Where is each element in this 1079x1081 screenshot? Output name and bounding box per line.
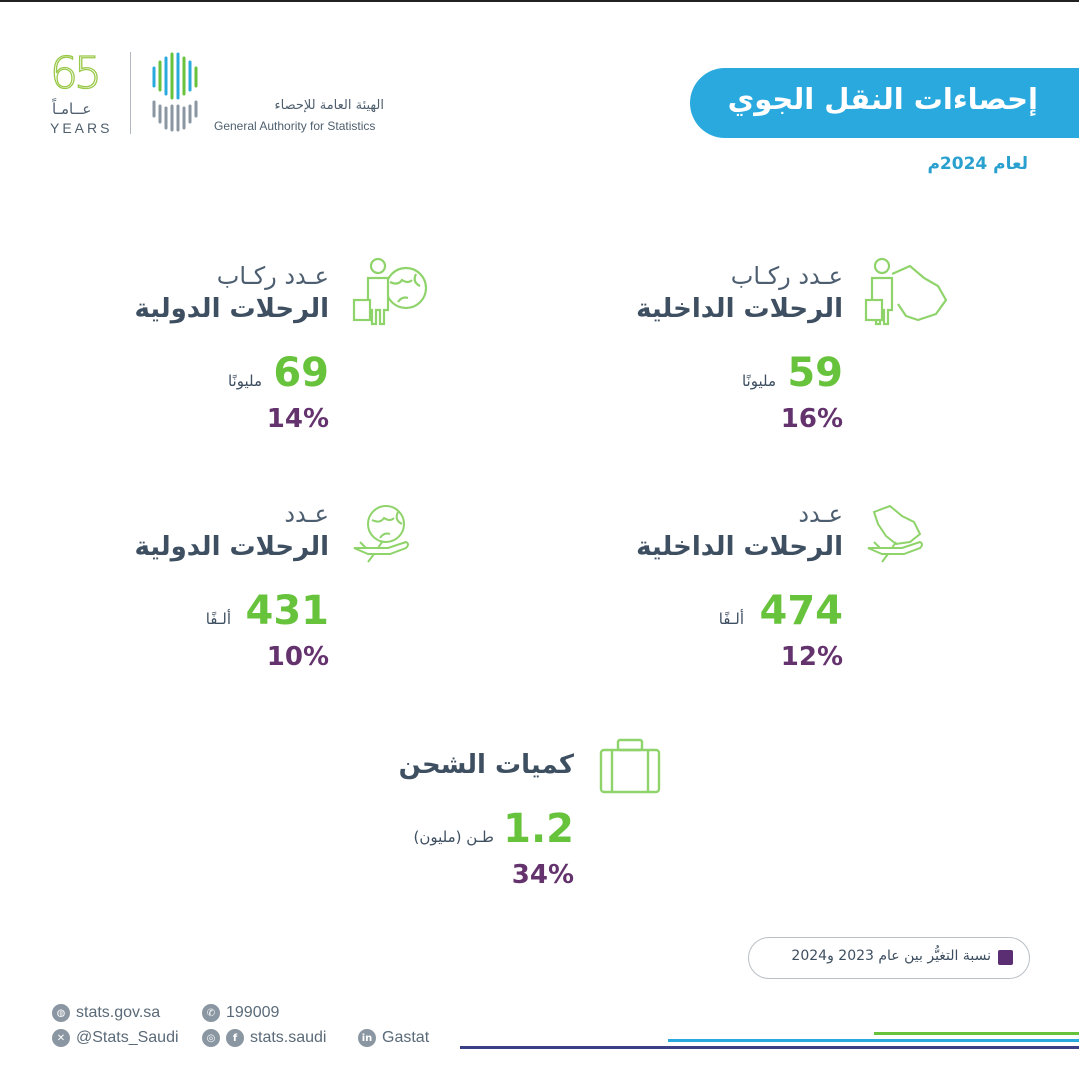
domestic-flights-heading: الرحلات الداخلية	[636, 532, 843, 562]
domestic-passengers-change: 16%	[780, 404, 843, 434]
gastat-logo-icon	[148, 50, 204, 132]
domestic-passengers-heading: الرحلات الداخلية	[636, 294, 843, 324]
cargo-value: 1.2	[503, 806, 574, 852]
footer-linkedin-text: Gastat	[382, 1029, 430, 1046]
linkedin-icon: in	[358, 1029, 376, 1047]
plane-saudi-map-icon	[866, 502, 926, 566]
domestic-flights-label: عـدد	[798, 500, 843, 528]
plane-globe-icon	[352, 502, 412, 566]
legend-text: نسبة التغيُّر بين عام 2023 و2024	[791, 948, 991, 964]
passenger-globe-icon	[350, 256, 430, 328]
international-flights-change: 10%	[266, 642, 329, 672]
instagram-icon: ◎	[202, 1029, 220, 1047]
legend-swatch	[998, 950, 1013, 965]
domestic-passengers-value: 59	[787, 350, 843, 396]
anniversary-ar: عــامـاً	[52, 100, 92, 118]
footer-social[interactable]: ◎ f stats.saudi	[202, 1029, 326, 1047]
x-icon: ✕	[52, 1029, 70, 1047]
domestic-flights-value: 474	[759, 588, 844, 634]
facebook-icon: f	[226, 1029, 244, 1047]
international-flights-label: عـدد	[284, 500, 329, 528]
footer-x[interactable]: ✕ @Stats_Saudi	[52, 1029, 179, 1047]
passenger-saudi-map-icon	[862, 256, 948, 328]
title-banner: إحصاءات النقل الجوي	[690, 68, 1079, 138]
footer-phone-text: 199009	[226, 1004, 280, 1021]
footer-website[interactable]: ◍ stats.gov.sa	[52, 1004, 160, 1022]
footer-line-green	[874, 1032, 1079, 1035]
cargo-box-icon	[598, 738, 662, 796]
globe-icon: ◍	[52, 1004, 70, 1022]
top-border	[0, 0, 1079, 2]
footer-phone[interactable]: ✆ 199009	[202, 1004, 279, 1022]
international-passengers-change: 14%	[266, 404, 329, 434]
international-flights-unit: ألـفًا	[205, 610, 231, 628]
cargo-change: 34%	[511, 860, 574, 890]
domestic-passengers-unit: مليونًا	[741, 372, 776, 390]
anniversary-logo: 65 عــامـاً YEARS	[46, 48, 122, 138]
footer-x-text: @Stats_Saudi	[76, 1029, 179, 1046]
footer-social-text: stats.saudi	[250, 1029, 327, 1046]
anniversary-number: 65	[49, 48, 102, 99]
footer-website-text: stats.gov.sa	[76, 1004, 161, 1021]
domestic-flights-unit: ألـفًا	[718, 610, 744, 628]
international-passengers-unit: مليونًا	[227, 372, 262, 390]
org-name-en: General Authority for Statistics	[214, 119, 376, 133]
international-flights-value: 431	[245, 588, 330, 634]
page-title: إحصاءات النقل الجوي	[727, 82, 1038, 116]
international-passengers-value: 69	[273, 350, 329, 396]
international-passengers-label: عـدد ركـاب	[216, 262, 329, 290]
cargo-unit: طـن (مليون)	[413, 828, 494, 846]
page-subtitle: لعام 2024م	[927, 154, 1028, 174]
international-flights-heading: الرحلات الدولية	[134, 532, 329, 562]
footer-linkedin[interactable]: in Gastat	[358, 1029, 429, 1047]
footer-line-indigo	[460, 1046, 1079, 1049]
cargo-heading: كميات الشحن	[398, 750, 574, 780]
change-legend: نسبة التغيُّر بين عام 2023 و2024	[748, 937, 1030, 979]
domestic-flights-change: 12%	[780, 642, 843, 672]
footer-line-blue	[668, 1039, 1079, 1042]
international-passengers-heading: الرحلات الدولية	[134, 294, 329, 324]
logo-divider	[130, 52, 131, 134]
org-name-ar: الهيئة العامة للإحصاء	[274, 98, 384, 113]
anniversary-en: YEARS	[50, 120, 113, 136]
phone-icon: ✆	[202, 1004, 220, 1022]
domestic-passengers-label: عـدد ركـاب	[730, 262, 843, 290]
